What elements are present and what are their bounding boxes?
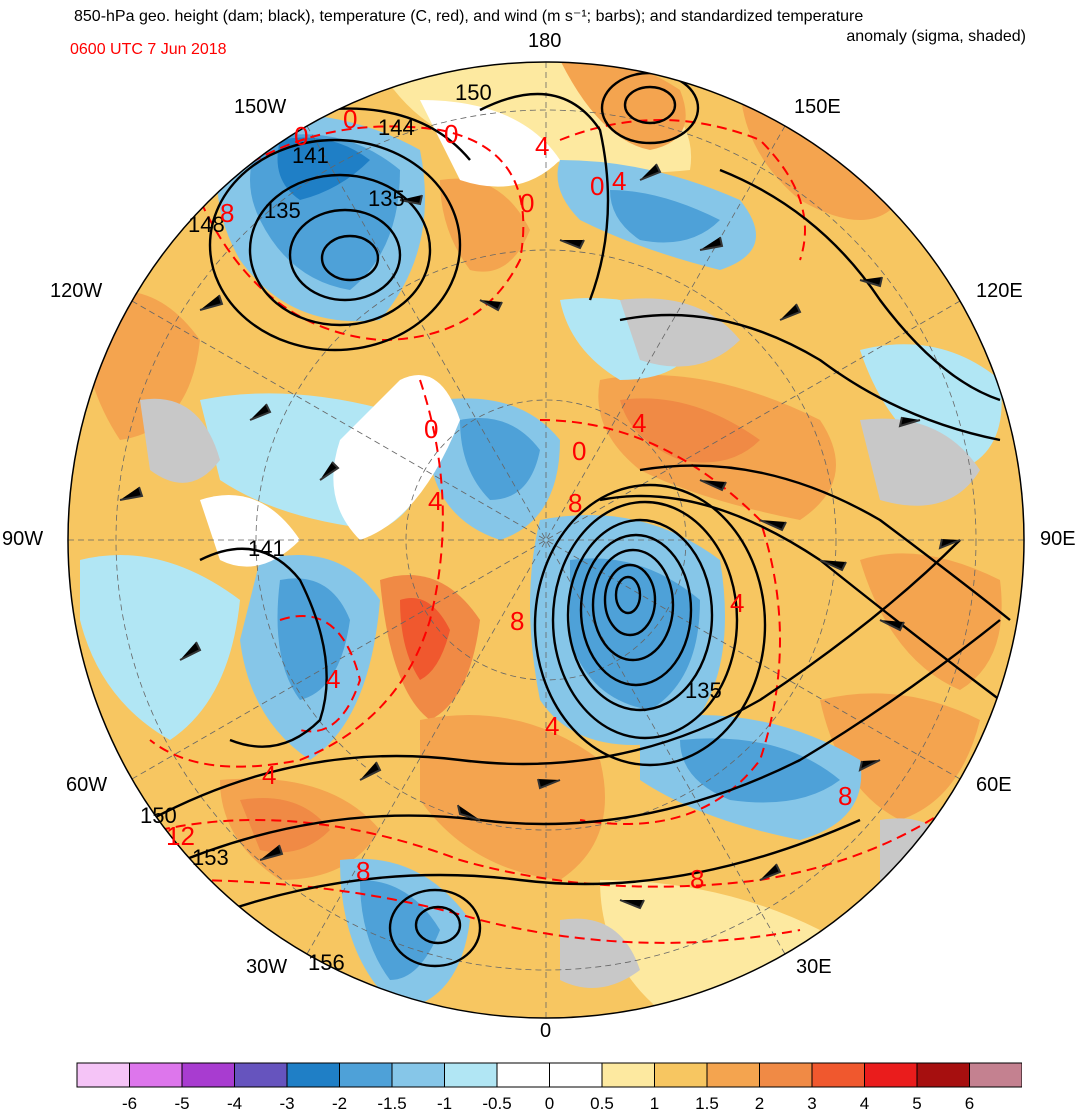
colorbar-swatch (549, 1062, 603, 1088)
temperature-label: 0 (572, 436, 586, 466)
colorbar-tick-label: -0.5 (482, 1094, 512, 1113)
map-title-line1: 850-hPa geo. height (dam; black), temper… (74, 8, 864, 25)
temperature-label: 8 (220, 198, 234, 228)
colorbar-tick-label: 4 (859, 1094, 870, 1113)
temperature-label: 4 (730, 588, 744, 618)
height-label: 141 (292, 143, 329, 168)
lon-label-30w: 30W (246, 956, 288, 978)
height-label: 153 (192, 845, 229, 870)
height-label: 148 (188, 212, 225, 237)
lon-label-0: 0 (540, 1020, 552, 1042)
colorbar-swatch (496, 1062, 550, 1088)
lon-label-90e: 90E (1040, 528, 1076, 550)
temperature-label: 0 (520, 188, 534, 218)
graticule (68, 62, 1024, 1018)
height-label: 135 (685, 678, 722, 703)
temperature-label: 0 (343, 104, 357, 134)
temperature-label: 4 (326, 664, 340, 694)
lon-label-150e: 150E (794, 96, 841, 118)
colorbar-tick-label: -5 (174, 1094, 190, 1113)
temperature-label: 4 (632, 408, 646, 438)
colorbar-tick-label: 0.5 (590, 1094, 614, 1113)
lon-label-60e: 60E (976, 774, 1012, 796)
height-contours (149, 71, 1011, 968)
height-label: 156 (308, 950, 345, 975)
colorbar-tick-label: 3 (807, 1094, 817, 1113)
wind-barbs (119, 163, 961, 910)
map-title-line2: anomaly (sigma, shaded) (846, 28, 1026, 45)
temperature-label: 8 (356, 856, 370, 886)
height-labels: 150 144 141 135 135 148 141 135 150 153 … (140, 80, 722, 975)
temperature-label: 0 (294, 121, 308, 151)
colorbar-swatch (706, 1062, 760, 1088)
colorbar-swatch (76, 1062, 130, 1088)
colorbar-tick-label: -1.5 (377, 1094, 407, 1113)
colorbar-swatch (339, 1062, 393, 1088)
colorbar-tick-label: -2 (331, 1094, 348, 1113)
temperature-label: 4 (428, 486, 442, 516)
colorbar-tick-label: 2 (754, 1094, 765, 1113)
colorbar-swatch (864, 1062, 918, 1088)
lon-label-30e: 30E (796, 956, 832, 978)
temperature-label: 0 (444, 119, 458, 149)
colorbar-tick-label: 1.5 (695, 1094, 719, 1113)
height-label: 150 (455, 80, 492, 105)
colorbar-swatch (969, 1062, 1022, 1088)
colorbar-swatch (234, 1062, 288, 1088)
colorbar-tick-label: -1 (436, 1094, 453, 1113)
height-label: 141 (248, 536, 285, 561)
colorbar-swatch (129, 1062, 183, 1088)
temperature-labels: 0 0 0 4 0 0 4 8 0 4 4 4 4 8 4 12 8 8 8 8… (166, 104, 852, 894)
temperature-label: 0 (590, 171, 604, 201)
height-label: 135 (264, 198, 301, 223)
colorbar (76, 1062, 1022, 1088)
polar-map: 150 144 141 135 135 148 141 135 150 153 … (67, 61, 1025, 1019)
temperature-label: 4 (262, 760, 276, 790)
colorbar-swatch (286, 1062, 340, 1088)
temperature-label: 4 (545, 711, 559, 741)
colorbar-swatch (654, 1062, 708, 1088)
height-label: 135 (368, 186, 405, 211)
colorbar-swatch (181, 1062, 235, 1088)
colorbar-swatch (601, 1062, 655, 1088)
colorbar-tick-label: 0 (544, 1094, 555, 1113)
lon-label-60w: 60W (66, 774, 108, 796)
lon-label-120w: 120W (50, 280, 103, 302)
colorbar-tick-label: 1 (649, 1094, 660, 1113)
height-label: 144 (378, 115, 415, 140)
temperature-label: 0 (424, 414, 438, 444)
colorbar-tick-label: 5 (912, 1094, 922, 1113)
temperature-label: 4 (535, 131, 549, 161)
lon-label-90w: 90W (2, 528, 44, 550)
colorbar-swatch (444, 1062, 498, 1088)
temperature-contours (149, 119, 961, 944)
height-label: 150 (140, 803, 177, 828)
temperature-label: 12 (166, 821, 195, 851)
map-border (67, 61, 1025, 1019)
lon-label-150w: 150W (234, 96, 287, 118)
temperature-label: 8 (510, 606, 524, 636)
colorbar-tick-label: 6 (964, 1094, 975, 1113)
lon-label-180: 180 (528, 30, 562, 52)
temperature-label: 8 (568, 488, 582, 518)
temperature-label: 8 (838, 781, 852, 811)
colorbar-tick-label: -3 (279, 1094, 295, 1113)
temperature-label: 8 (690, 864, 704, 894)
colorbar-swatch (811, 1062, 865, 1088)
temperature-label: 4 (612, 166, 626, 196)
colorbar-swatch (916, 1062, 970, 1088)
colorbar-tick-label: -6 (121, 1094, 138, 1113)
colorbar-tick-label: -4 (226, 1094, 243, 1113)
colorbar-swatch (391, 1062, 445, 1088)
valid-datetime: 0600 UTC 7 Jun 2018 (70, 41, 227, 58)
colorbar-swatch (759, 1062, 813, 1088)
lon-label-120e: 120E (976, 280, 1023, 302)
